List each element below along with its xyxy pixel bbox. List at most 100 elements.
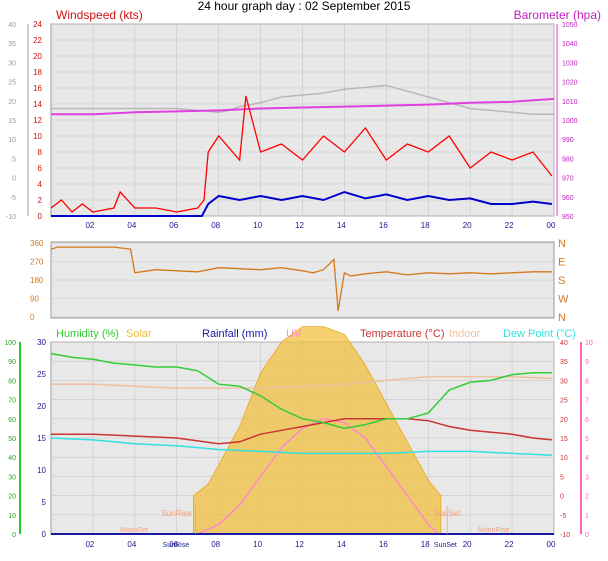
uv-tick-label: 2: [585, 494, 589, 501]
wind-inner-tick-label: 8: [38, 148, 43, 157]
temperature-tick-label: 15: [560, 436, 568, 443]
rainfall-tick-label: 20: [37, 402, 46, 411]
barometer-tick-label: 1030: [562, 60, 578, 67]
direction-degree-label: 180: [30, 276, 44, 285]
rainfall-tick-label: 10: [37, 466, 46, 475]
barometer-axis-label: Barometer (hpa): [514, 8, 601, 22]
wind-inner-tick-label: 22: [33, 36, 42, 45]
moonrise-faint-label: MoonRise: [478, 527, 510, 534]
barometer-tick-label: 950: [562, 214, 574, 221]
wind-inner-tick-label: 0: [38, 212, 43, 221]
wind-gridlines: [51, 23, 555, 217]
climate-x-tick-label: 20: [463, 540, 472, 549]
climate-x-tick-label: 00: [547, 540, 556, 549]
climate-x-ticks: 02 04 06 08 10 12 14 16 18 20 22 00: [85, 540, 556, 549]
humidity-tick-label: 90: [8, 359, 16, 366]
legend-entry: Indoor: [449, 328, 481, 340]
climate-x-tick-label: 10: [253, 540, 262, 549]
uv-tick-label: 6: [585, 417, 589, 424]
climate-x-tick-label: 06: [169, 540, 178, 549]
direction-gridlines: [51, 242, 554, 318]
climate-series: [50, 326, 554, 535]
wind-inner-tick-label: 14: [33, 100, 42, 109]
barometer-tick-label: 1010: [562, 99, 578, 106]
legend-entry: Rainfall (mm): [202, 328, 267, 340]
wind-outer-tick-label: 10: [8, 137, 16, 144]
climate-x-tick-label: 22: [505, 540, 514, 549]
wind-x-tick-label: 18: [421, 221, 430, 230]
sunrise-bottom-label: SunRise: [163, 542, 190, 549]
barometer-tick-label: 1020: [562, 80, 578, 87]
barometer-tick-label: 1000: [562, 118, 578, 125]
temperature-tick-label: 40: [560, 340, 568, 347]
wind-series: [50, 84, 555, 217]
uv-tick-label: 1: [585, 513, 589, 520]
sun-moon-annotations: SunRise SunSet MoonSet MoonRise SunRise SunSe…: [120, 506, 510, 549]
temperature-ticks: -10 -5 0 5 10 15 20 25 30 35 40: [560, 340, 570, 539]
direction-degree-label: 270: [30, 258, 44, 267]
sunset-bottom-label: SunSet: [434, 542, 457, 549]
direction-degree-ticks: 0 90 180 270 360: [30, 239, 44, 322]
wind-x-tick-label: 16: [379, 221, 388, 230]
climate-legend: Humidity (%) Solar Rainfall (mm) UV Temperat…: [56, 328, 576, 340]
humidity-tick-label: 10: [8, 513, 16, 520]
wind-x-tick-label: 10: [253, 221, 262, 230]
direction-compass-label: N: [558, 312, 566, 324]
humidity-tick-label: 30: [8, 474, 16, 481]
wind-x-tick-label: 14: [337, 221, 346, 230]
uv-tick-label: 0: [585, 532, 589, 539]
barometer-tick-label: 990: [562, 137, 574, 144]
temperature-tick-label: 25: [560, 398, 568, 405]
climate-x-tick-label: 16: [379, 540, 388, 549]
sunset-label: SunSet: [434, 509, 461, 518]
wind-x-tick-label: 04: [127, 221, 136, 230]
wind-inner-tick-label: 10: [33, 132, 42, 141]
rainfall-tick-label: 5: [42, 498, 47, 507]
climate-x-tick-label: 04: [127, 540, 136, 549]
legend-entry: Temperature (°C): [360, 328, 444, 340]
wind-outer-tick-label: 30: [8, 60, 16, 67]
wind-inner-tick-label: 4: [38, 180, 43, 189]
temperature-tick-label: 35: [560, 359, 568, 366]
climate-x-tick-label: 12: [295, 540, 304, 549]
moonset-faint-label: MoonSet: [120, 527, 148, 534]
uv-ticks: 0 1 2 3 4 5 6 7 8 9 10: [585, 340, 593, 539]
wind-inner-tick-label: 18: [33, 68, 42, 77]
barometer-tick-label: 1050: [562, 22, 578, 29]
temperature-tick-label: 10: [560, 455, 568, 462]
humidity-tick-label: 40: [8, 455, 16, 462]
barometer-tick-label: 970: [562, 176, 574, 183]
solar-area: [193, 326, 442, 535]
windspeed-average-line: [51, 190, 553, 217]
wind-inner-tick-label: 16: [33, 84, 42, 93]
dew-point-line: [50, 437, 552, 457]
humidity-tick-label: 0: [12, 532, 16, 539]
legend-entry: Solar: [126, 328, 152, 340]
legend-entry: Dew Point (°C): [503, 328, 576, 340]
wind-inner-tick-label: 2: [38, 196, 43, 205]
humidity-ticks: 0 10 20 30 40 50 60 70 80 90 100: [4, 340, 16, 539]
humidity-tick-label: 70: [8, 398, 16, 405]
uv-tick-label: 7: [585, 398, 589, 405]
barometer-ticks: 950 960 970 980 990 1000 1010 1020 1030 1040 1050: [562, 22, 578, 221]
wind-inner-tick-label: 12: [33, 116, 42, 125]
temperature-tick-label: 20: [560, 417, 568, 424]
climate-x-tick-label: 08: [211, 540, 220, 549]
rainfall-ticks: 0 5 10 15 20 25 30: [37, 338, 46, 539]
wind-outer-tick-label: 5: [12, 156, 16, 163]
barometer-line: [51, 97, 555, 116]
barometer-tick-label: 1040: [562, 41, 578, 48]
uv-line: [197, 418, 440, 535]
climate-x-tick-label: 18: [421, 540, 430, 549]
wind-x-tick-label: 20: [463, 221, 472, 230]
humidity-tick-label: 60: [8, 417, 16, 424]
legend-entry: UV: [286, 328, 302, 340]
wind-left-outer-ticks: -10 -5 0 5 10 15 20 25 30 35 40: [6, 22, 16, 221]
indoor-temperature-line: [51, 375, 552, 389]
wind-outer-tick-label: 40: [8, 22, 16, 29]
